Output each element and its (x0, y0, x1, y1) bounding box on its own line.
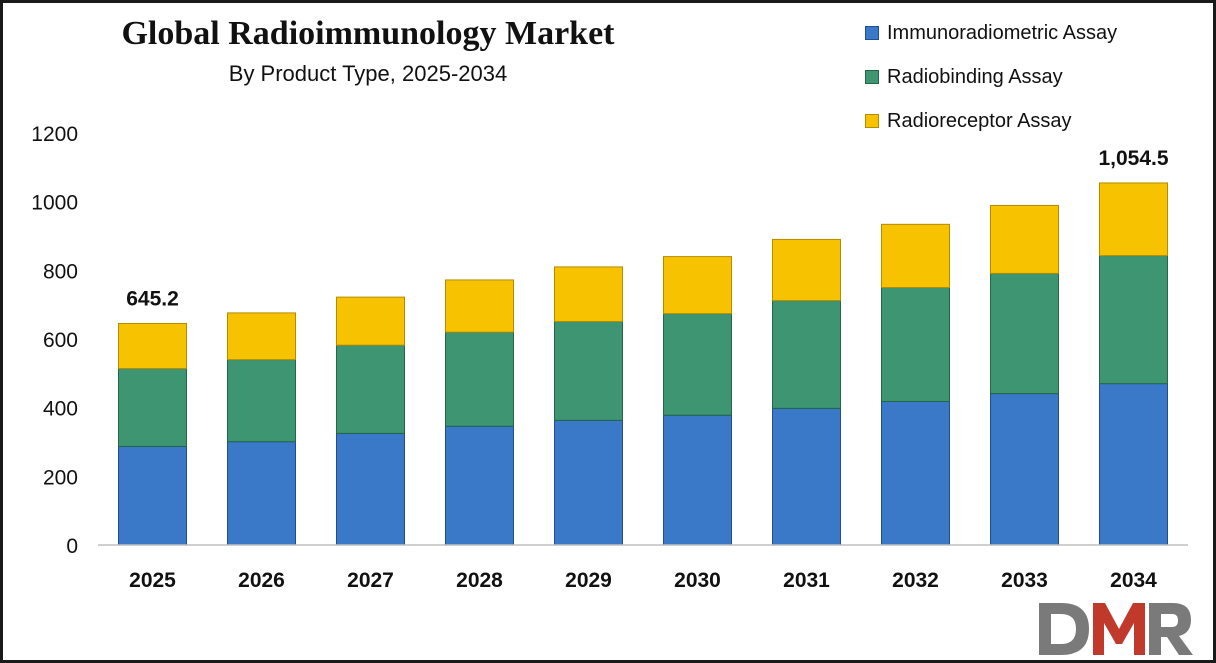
bar-stack-2025 (118, 322, 187, 546)
bar-segment-immunoradiometric (227, 441, 296, 546)
bar-segment-radioreceptor (1099, 182, 1168, 257)
bar-stack-2034 (1099, 182, 1168, 546)
logo-letter-d (1039, 603, 1089, 655)
bar-segment-radioreceptor (554, 266, 623, 322)
bar-segment-radiobinding (445, 331, 514, 427)
bar-segment-radioreceptor (772, 238, 841, 302)
bar-segment-immunoradiometric (118, 445, 187, 546)
data-label-2034: 1,054.5 (1098, 147, 1168, 170)
bar-stack-2029 (554, 266, 623, 546)
x-tick-label: 2027 (347, 569, 394, 592)
x-tick-label: 2033 (1001, 569, 1048, 592)
bar-segment-immunoradiometric (554, 419, 623, 546)
bar-segment-immunoradiometric (1099, 383, 1168, 546)
y-tick-label: 1000 (31, 192, 78, 215)
bar-segment-radioreceptor (990, 204, 1059, 274)
dmr-logo (1039, 603, 1193, 655)
bar-segment-radioreceptor (663, 256, 732, 315)
y-tick-label: 1200 (31, 123, 78, 146)
bar-segment-radiobinding (1099, 255, 1168, 385)
legend-label-radiobinding: Radiobinding Assay (887, 65, 1063, 88)
legend-item-radioreceptor: Radioreceptor Assay (865, 99, 1205, 143)
bar-segment-radioreceptor (118, 322, 187, 370)
bar-segment-immunoradiometric (772, 407, 841, 546)
logo-letter-r (1149, 603, 1193, 655)
y-axis: 0 200 400 600 800 1000 1200 (31, 123, 78, 558)
bar-segment-immunoradiometric (336, 432, 405, 546)
y-tick-label: 600 (43, 329, 78, 352)
x-axis: 2025 2026 2027 2028 2029 2030 2031 2032 2033 2034 (98, 544, 1188, 592)
bar-segment-radioreceptor (881, 223, 950, 288)
chart-subtitle: By Product Type, 2025-2034 (228, 61, 508, 86)
bar-segment-immunoradiometric (990, 393, 1059, 546)
logo-letter-m (1093, 603, 1145, 655)
bar-segment-radiobinding (881, 287, 950, 402)
x-tick-label: 2030 (674, 569, 721, 592)
bar-stack-2026 (227, 312, 296, 546)
bar-segment-immunoradiometric (445, 425, 514, 546)
x-tick-label: 2029 (565, 569, 612, 592)
x-tick-label: 2026 (238, 569, 285, 592)
bar-segment-radioreceptor (445, 279, 514, 333)
y-tick-label: 400 (43, 398, 78, 421)
bar-segment-radiobinding (554, 320, 623, 421)
x-tick-label: 2028 (456, 569, 503, 592)
bar-segment-radiobinding (663, 313, 732, 416)
bar-segment-radiobinding (990, 272, 1059, 395)
bars (118, 182, 1168, 546)
bar-stack-2033 (990, 204, 1059, 546)
legend-item-immunoradiometric: Immunoradiometric Assay (865, 11, 1205, 55)
bar-segment-radiobinding (227, 359, 296, 443)
legend-label-radioreceptor: Radioreceptor Assay (887, 109, 1072, 132)
legend-swatch-radiobinding (865, 70, 879, 84)
y-tick-label: 0 (66, 535, 78, 558)
x-tick-label: 2034 (1110, 569, 1157, 592)
y-tick-label: 800 (43, 260, 78, 283)
bar-stack-2027 (336, 296, 405, 546)
legend-label-immunoradiometric: Immunoradiometric Assay (887, 21, 1118, 44)
data-label-2025: 645.2 (126, 287, 179, 310)
legend: Immunoradiometric Assay Radiobinding Ass… (865, 11, 1205, 143)
annotations: 645.2 1,054.5 (126, 147, 1169, 311)
chart-title: Global Radioimmunology Market (121, 15, 615, 52)
bar-segment-immunoradiometric (881, 400, 950, 546)
bar-segment-radiobinding (772, 300, 841, 409)
bar-stack-2031 (772, 238, 841, 546)
legend-item-radiobinding: Radiobinding Assay (865, 55, 1205, 99)
bar-segment-radiobinding (118, 368, 187, 447)
bar-stack-2028 (445, 279, 514, 546)
x-tick-label: 2025 (129, 569, 176, 592)
legend-swatch-radioreceptor (865, 114, 879, 128)
legend-swatch-immunoradiometric (865, 26, 879, 40)
bar-stack-2030 (663, 256, 732, 546)
bar-segment-immunoradiometric (663, 414, 732, 546)
bar-stack-2032 (881, 223, 950, 546)
y-tick-label: 200 (43, 466, 78, 489)
bar-segment-radioreceptor (227, 312, 296, 361)
x-tick-label: 2032 (892, 569, 939, 592)
bar-segment-radiobinding (336, 344, 405, 434)
bar-segment-radioreceptor (336, 296, 405, 346)
x-tick-label: 2031 (783, 569, 830, 592)
